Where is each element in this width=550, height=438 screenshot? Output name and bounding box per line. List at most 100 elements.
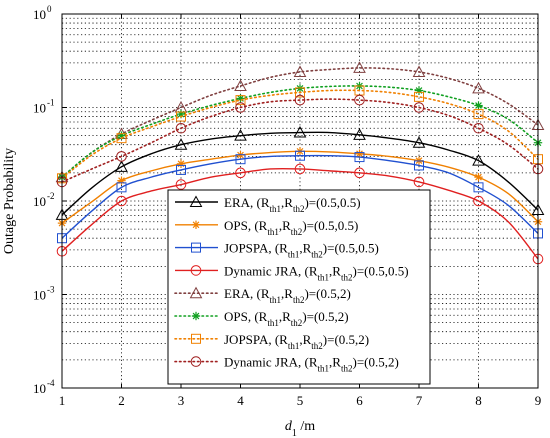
data-point-circle [116, 195, 127, 207]
legend-item: ERA, (Rth1,Rth2)=(0.5,0.5) [175, 195, 361, 214]
legend: ERA, (Rth1,Rth2)=(0.5,0.5) OPS, (Rth1,Rth… [167, 189, 431, 385]
legend-label: OPS, (Rth1,Rth2)=(0.5,0.5) [224, 218, 358, 237]
legend-marker-triangle [189, 286, 203, 299]
legend-marker-star [191, 311, 201, 321]
series-0 [55, 125, 545, 220]
x-tick-label: 5 [297, 393, 304, 408]
series-line [61, 131, 539, 216]
legend-marker-star [191, 220, 201, 229]
data-point-square [176, 164, 186, 175]
series-line [61, 154, 539, 239]
data-point-circle [473, 195, 484, 207]
data-point-circle [235, 167, 246, 179]
data-point-square [414, 91, 424, 102]
legend-label: Dynamic JRA, (Rth1,Rth2)=(0.5,0.5) [224, 263, 409, 282]
data-point-triangle [174, 138, 188, 150]
y-tick-exponent: -4 [47, 378, 55, 388]
data-point-circle [175, 179, 187, 190]
data-point-triangle [472, 154, 485, 166]
data-point-star [117, 176, 126, 185]
data-point-triangle [115, 160, 128, 172]
legend-label: Dynamic JRA, (Rth1,Rth2)=(0.5,2) [224, 355, 399, 374]
x-tick-label: 4 [237, 393, 244, 408]
data-point-circle [175, 122, 187, 134]
legend-marker-circle [190, 265, 202, 276]
data-point-circle [354, 167, 365, 179]
data-point-square [116, 133, 127, 144]
data-point-triangle [353, 128, 366, 140]
y-tick-exponent: 0 [47, 4, 52, 14]
data-point-circle [294, 94, 306, 106]
legend-box [167, 189, 431, 385]
data-point-square [473, 182, 484, 193]
x-tick-label: 7 [416, 393, 423, 408]
series-2 [57, 150, 543, 244]
legend-marker-square [191, 333, 201, 344]
data-point-triangle [293, 65, 307, 77]
data-point-star [414, 86, 424, 95]
data-point-square [473, 109, 484, 120]
data-point-circle [294, 163, 306, 175]
legend-label: ERA, (Rth1,Rth2)=(0.5,2) [224, 286, 351, 305]
data-point-circle [235, 102, 246, 113]
y-tick-label: 10 [33, 288, 46, 303]
y-tick-label: 10 [33, 381, 46, 396]
series-7 [56, 94, 544, 188]
legend-marker-circle [190, 356, 202, 367]
x-tick-label: 6 [356, 393, 363, 408]
data-point-square [295, 150, 305, 161]
legend-item: ERA, (Rth1,Rth2)=(0.5,2) [174, 286, 351, 305]
series-line [61, 67, 539, 178]
data-point-star [295, 84, 305, 93]
series-layer [55, 61, 545, 265]
x-tick-label: 8 [475, 393, 482, 408]
legend-item: Dynamic JRA, (Rth1,Rth2)=(0.5,2) [174, 355, 399, 374]
legend-item: OPS, (Rth1,Rth2)=(0.5,0.5) [175, 218, 358, 237]
legend-item: JOPSPA, (Rth1,Rth2)=(0.5,2) [174, 332, 369, 351]
data-point-circle [413, 102, 425, 113]
series-line [61, 89, 539, 180]
legend-label: JOPSPA, (Rth1,Rth2)=(0.5,0.5) [224, 241, 379, 260]
data-point-triangle [353, 61, 366, 73]
legend-label: OPS, (Rth1,Rth2)=(0.5,2) [224, 309, 349, 328]
legend-item: JOPSPA, (Rth1,Rth2)=(0.5,0.5) [175, 241, 379, 260]
data-point-square [354, 152, 365, 163]
legend-marker-square [191, 242, 201, 253]
series-6 [57, 85, 543, 184]
y-tick-label: 10 [33, 194, 46, 209]
x-tick-label: 2 [118, 393, 125, 408]
data-point-square [235, 154, 246, 165]
data-point-circle [354, 94, 365, 106]
data-point-square [116, 182, 127, 193]
x-tick-label: 3 [178, 393, 185, 408]
legend-item: Dynamic JRA, (Rth1,Rth2)=(0.5,0.5) [175, 263, 409, 282]
legend-label: JOPSPA, (Rth1,Rth2)=(0.5,2) [224, 332, 369, 351]
data-point-square [235, 95, 246, 106]
y-tick-exponent: -2 [47, 191, 55, 201]
data-point-star [474, 172, 483, 182]
y-tick-label: 10 [33, 101, 46, 116]
legend-item: OPS, (Rth1,Rth2)=(0.5,2) [174, 309, 349, 328]
data-point-square [176, 111, 186, 122]
legend-label: ERA, (Rth1,Rth2)=(0.5,0.5) [224, 195, 361, 214]
y-tick-exponent: -1 [47, 98, 55, 108]
y-tick-exponent: -3 [47, 285, 55, 295]
y-tick-label: 10 [33, 7, 46, 22]
series-line [61, 98, 539, 183]
data-point-triangle [234, 129, 247, 141]
legend-marker-triangle [189, 195, 203, 207]
data-point-star [474, 101, 483, 110]
data-point-triangle [412, 136, 426, 148]
x-axis-label: d1 /m [285, 419, 315, 438]
data-point-triangle [293, 125, 307, 138]
data-point-circle [413, 176, 425, 188]
x-tick-label: 1 [59, 393, 66, 408]
data-point-triangle [412, 65, 426, 77]
data-point-square [414, 160, 424, 171]
x-tick-label: 9 [535, 393, 542, 408]
data-point-triangle [472, 81, 485, 94]
y-axis-label: Outage Probability [2, 148, 17, 254]
series-line [61, 167, 539, 260]
